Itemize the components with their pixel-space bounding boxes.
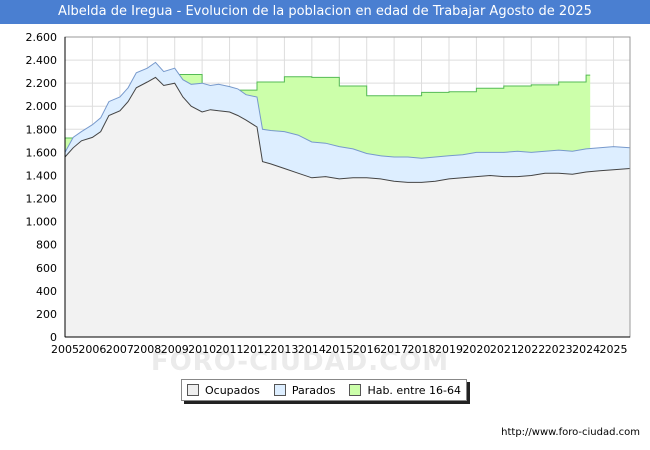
legend-swatch-parados bbox=[273, 384, 286, 396]
y-tick-label: 0 bbox=[50, 331, 57, 344]
area-ocupados bbox=[65, 77, 630, 338]
x-tick-label: 2008 bbox=[133, 343, 161, 356]
x-tick-label: 2025 bbox=[600, 343, 628, 356]
x-tick-label: 2023 bbox=[545, 343, 573, 356]
watermark: FORO-CIUDAD.COM bbox=[151, 347, 449, 377]
y-tick-labels: 0 200 400 600 800 1.000 1.200 1.400 1.600 1.800 2.… bbox=[26, 31, 58, 344]
y-tick-label: 2.600 bbox=[26, 31, 58, 44]
legend-label-ocupados: Ocupados bbox=[204, 383, 260, 397]
legend-swatch-ocupados bbox=[186, 384, 199, 396]
x-tick-label: 2011 bbox=[216, 343, 244, 356]
x-tick-label: 2019 bbox=[435, 343, 463, 356]
x-tick-labels: 2005 2006 2007 2008 2009 2010 2011 2012 2013 2014… bbox=[51, 343, 628, 356]
chart-title: Albelda de Iregua - Evolucion de la pobl… bbox=[0, 0, 650, 24]
x-tick-label: 2015 bbox=[325, 343, 353, 356]
y-tick-label: 1.000 bbox=[26, 216, 58, 229]
y-tick-label: 1.400 bbox=[26, 169, 58, 182]
axes bbox=[64, 36, 631, 338]
x-tick-label: 2022 bbox=[517, 343, 545, 356]
y-tick-label: 2.000 bbox=[26, 100, 58, 113]
x-tick-label: 2020 bbox=[462, 343, 490, 356]
x-tick-label: 2010 bbox=[188, 343, 216, 356]
series-areas bbox=[64, 61, 631, 338]
line-parados bbox=[64, 61, 631, 159]
x-tick-label: 2024 bbox=[572, 343, 600, 356]
line-ocupados bbox=[64, 76, 631, 183]
y-tick-label: 1.200 bbox=[26, 193, 58, 206]
x-tick-label: 2012 bbox=[243, 343, 271, 356]
x-tick-label: 2021 bbox=[490, 343, 518, 356]
x-tick-label: 2018 bbox=[408, 343, 436, 356]
legend-item-parados: Parados bbox=[273, 383, 336, 397]
x-tick-label: 2005 bbox=[51, 343, 79, 356]
legend-label-parados: Parados bbox=[291, 383, 336, 397]
legend-label-habitantes: Hab. entre 16-64 bbox=[367, 383, 461, 397]
y-tick-label: 2.400 bbox=[26, 54, 58, 67]
y-tick-label: 1.800 bbox=[26, 123, 58, 136]
x-tick-label: 2013 bbox=[270, 343, 298, 356]
legend-item-habitantes: Hab. entre 16-64 bbox=[349, 384, 461, 397]
y-tick-label: 2.200 bbox=[26, 77, 58, 90]
x-tick-label: 2017 bbox=[380, 343, 408, 356]
source-link[interactable]: http://www.foro-ciudad.com bbox=[501, 427, 640, 438]
legend-swatch-habitantes bbox=[349, 384, 362, 396]
x-tick-label: 2007 bbox=[106, 343, 134, 356]
y-tick-label: 200 bbox=[36, 308, 57, 321]
legend: Ocupados Parados Hab. entre 16-64 bbox=[181, 379, 467, 401]
y-tick-label: 800 bbox=[36, 239, 57, 252]
y-tick-label: 600 bbox=[36, 262, 57, 275]
y-tick-label: 1.600 bbox=[26, 146, 58, 159]
y-tick-label: 400 bbox=[36, 285, 57, 298]
x-tick-label: 2016 bbox=[353, 343, 381, 356]
legend-item-ocupados: Ocupados bbox=[186, 383, 260, 397]
x-tick-label: 2014 bbox=[298, 343, 326, 356]
x-tick-label: 2006 bbox=[78, 343, 106, 356]
x-tick-label: 2009 bbox=[161, 343, 189, 356]
